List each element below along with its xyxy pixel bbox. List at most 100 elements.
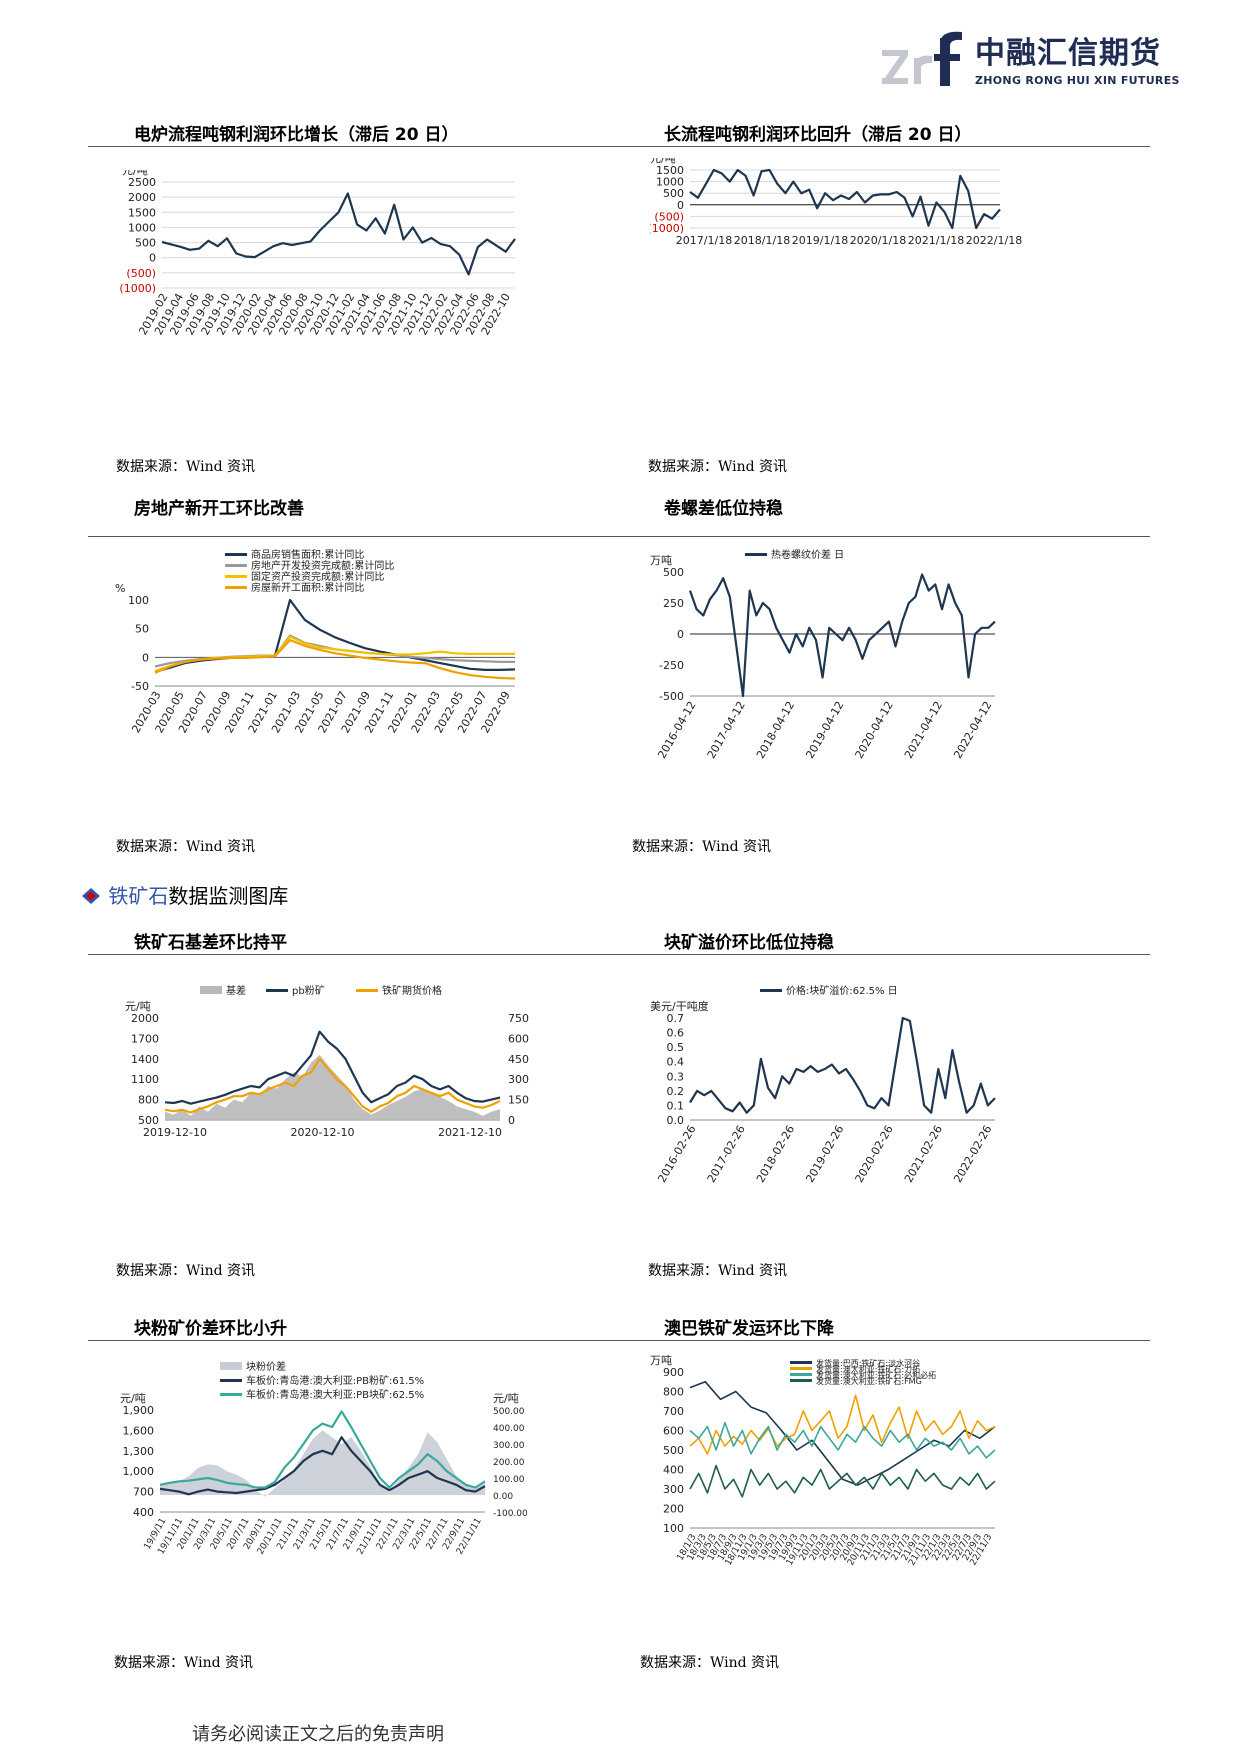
- zrf-logo-icon: [882, 31, 962, 86]
- y-tick-label: 900: [663, 1366, 684, 1379]
- y-tick-label: 2000: [131, 1012, 159, 1025]
- y2-tick-label: 300.00: [493, 1441, 525, 1451]
- y-tick-label: 1000: [128, 221, 156, 234]
- y-tick-label: 0.3: [667, 1070, 685, 1083]
- chart-aus-brazil-shipments: 万吨90080070060050040030020010018/1/318/3/…: [650, 1354, 996, 1568]
- y-tick-label: 800: [663, 1386, 684, 1399]
- y-axis-unit-label: 元/吨: [122, 170, 148, 177]
- series-line-1: [689, 1394, 996, 1455]
- section-heading-rest: 数据监测图库: [168, 884, 289, 908]
- y-axis-unit-label: 美元/干吨度: [650, 999, 709, 1013]
- y-axis-unit-label: 元/吨: [125, 1000, 151, 1013]
- section-heading: 铁矿石数据监测图库: [80, 880, 288, 909]
- source-note-8: 数据来源：Wind 资讯: [640, 1655, 780, 1671]
- x-tick-label: 2016-04-12: [655, 699, 698, 761]
- y-tick-label: 1,000: [123, 1465, 155, 1478]
- y-tick-label: 0.7: [667, 1012, 685, 1025]
- x-tick-label: 2018-04-12: [754, 699, 797, 761]
- panel-title-1: 电炉流程吨钢利润环比增长（滞后 20 日）: [134, 125, 459, 145]
- x-tick-label: 2021-12-10: [438, 1126, 502, 1139]
- y-tick-label: 0.6: [667, 1027, 685, 1040]
- chart-electric-furnace-profit: 元/吨25002000150010005000(500)(1000)2019-0…: [119, 170, 516, 337]
- x-tick-label: 2022-02-26: [951, 1123, 994, 1185]
- legend-label-2: 固定资产投资完成额:累计同比: [251, 570, 384, 583]
- y-tick-label: 100: [128, 594, 149, 607]
- y-tick-label: -500: [659, 690, 684, 703]
- x-tick-label: 2017-04-12: [705, 699, 748, 761]
- y2-axis-unit-label: 元/吨: [493, 1392, 519, 1405]
- y-tick-label: 1100: [131, 1073, 159, 1086]
- y2-tick-label: 600: [508, 1032, 529, 1045]
- source-note-5: 数据来源：Wind 资讯: [116, 1263, 256, 1279]
- y-tick-label: 600: [663, 1425, 684, 1438]
- y-tick-label: 0.0: [667, 1114, 685, 1127]
- legend-swatch-0: [790, 1361, 812, 1364]
- y-tick-label: 2500: [128, 176, 156, 189]
- legend-swatch-0: [225, 553, 247, 556]
- x-tick-label: 2020-12-10: [291, 1126, 355, 1139]
- y-tick-label: -50: [131, 680, 149, 693]
- legend-swatch-3: [790, 1379, 812, 1382]
- y-tick-label: 500: [138, 1114, 159, 1127]
- chart-real-estate-starts: %100500-502020-032020-052020-072020-0920…: [115, 548, 516, 735]
- divider-row-2: [88, 536, 1150, 537]
- series-line-2: [689, 1421, 996, 1459]
- legend-swatch-0: [760, 989, 782, 992]
- legend-swatch-1: [225, 564, 247, 567]
- y2-tick-label: 200.00: [493, 1458, 525, 1468]
- divider-row-4: [88, 1340, 1150, 1341]
- panel-title-2: 长流程吨钢利润环比回升（滞后 20 日）: [664, 125, 972, 145]
- y-axis-unit-label: 元/吨: [120, 1392, 146, 1405]
- y2-tick-label: -100.00: [493, 1509, 528, 1519]
- legend-label-1: pb粉矿: [292, 984, 325, 997]
- panel-title-4: 卷螺差低位持稳: [664, 499, 783, 519]
- section-heading-keyword: 铁矿石: [108, 884, 169, 908]
- y-tick-label: 500: [663, 566, 684, 579]
- x-tick-label: 2022-04-12: [951, 699, 994, 761]
- legend-label-0: 发货量:巴西:铁矿石:淡水河谷: [816, 1358, 920, 1368]
- legend-label-0: 商品房销售面积:累计同比: [251, 548, 364, 561]
- legend-swatch-2: [225, 575, 247, 578]
- legend-label-0: 热卷螺纹价差 日: [771, 548, 844, 561]
- legend-swatch-0: [200, 986, 222, 994]
- y-tick-label: 1,600: [123, 1424, 155, 1437]
- legend-label-2: 铁矿期货价格: [382, 984, 442, 997]
- y2-tick-label: 400.00: [493, 1424, 525, 1434]
- y-axis-unit-label: 元/吨: [650, 158, 676, 165]
- x-tick-label: 2021-04-12: [902, 699, 945, 761]
- divider-row-3: [88, 954, 1150, 955]
- source-note-4: 数据来源：Wind 资讯: [632, 839, 772, 855]
- y-tick-label: 800: [138, 1094, 159, 1107]
- y2-tick-label: 150: [508, 1094, 529, 1107]
- legend-label-3: 发货量:澳大利亚:铁矿石:FMG: [816, 1376, 922, 1386]
- panel-title-6: 块矿溢价环比低位持稳: [664, 933, 834, 953]
- y2-tick-label: 0.00: [493, 1492, 513, 1502]
- x-tick-label: 2021/1/18: [908, 234, 964, 247]
- x-tick-label: 2020/1/18: [850, 234, 906, 247]
- series-line-2: [164, 1057, 501, 1114]
- legend-label-1: 发货量:澳大利亚:铁矿石:力拓: [816, 1364, 920, 1374]
- series-area-0: [160, 1430, 485, 1497]
- legend-swatch-2: [790, 1373, 812, 1376]
- y-tick-label: 500: [663, 187, 684, 200]
- y2-tick-label: 500.00: [493, 1407, 525, 1417]
- y-tick-label: 1,300: [123, 1445, 155, 1458]
- y-tick-label: 700: [133, 1486, 154, 1499]
- legend-swatch-1: [790, 1367, 812, 1370]
- series-area-0: [165, 1054, 500, 1120]
- y-axis-unit-label: %: [115, 582, 125, 595]
- y-tick-label: 0.4: [667, 1056, 685, 1069]
- legend-label-0: 基差: [226, 984, 246, 997]
- legend-swatch-2: [220, 1393, 242, 1396]
- x-tick-label: 2019-02-26: [803, 1123, 846, 1185]
- series-line-0: [689, 168, 1001, 230]
- legend-label-2: 车板价:青岛港:澳大利亚:PB块矿:62.5%: [246, 1388, 424, 1401]
- legend-label-3: 房屋新开工面积:累计同比: [251, 581, 364, 594]
- y-tick-label: 2000: [128, 191, 156, 204]
- y-tick-label: 0.5: [667, 1041, 685, 1054]
- y-tick-label: 1400: [131, 1053, 159, 1066]
- source-note-2: 数据来源：Wind 资讯: [648, 459, 788, 475]
- x-tick-label: 2019-04-12: [803, 699, 846, 761]
